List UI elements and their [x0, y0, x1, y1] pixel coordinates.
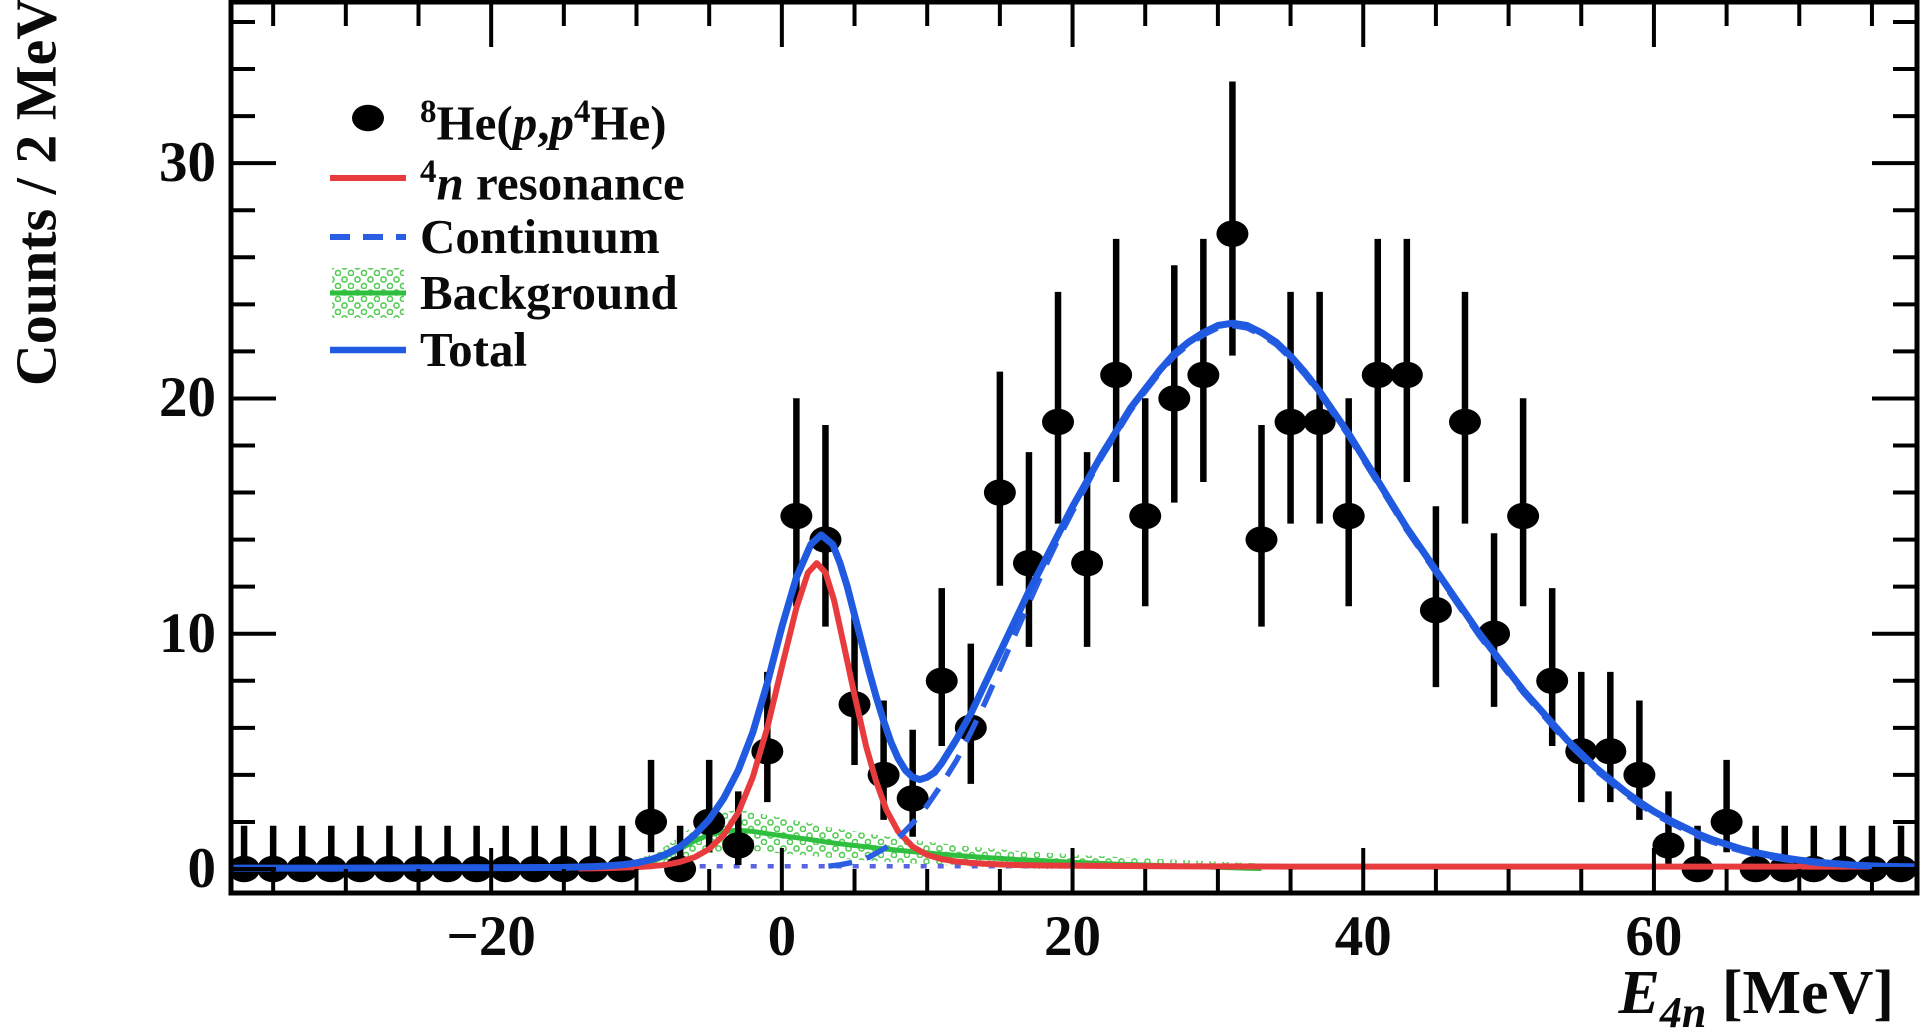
x-tick-label-60: 60 [1625, 905, 1683, 968]
data-point [1594, 738, 1627, 765]
data-point [1419, 596, 1452, 624]
y-tick-label-10: 10 [159, 601, 216, 665]
legend-label: Background [420, 265, 678, 320]
data-point [983, 479, 1016, 506]
data-point [1187, 361, 1220, 389]
legend-symbol-blue-line [328, 320, 408, 380]
x-tick-label-40: 40 [1334, 905, 1392, 968]
data-point [1536, 667, 1569, 694]
legend-item-marker: 8He(p,p4He) [300, 88, 940, 151]
data-point [780, 502, 813, 530]
legend-symbol-red-line [328, 148, 408, 208]
resonance-curve [578, 560, 1917, 872]
data-point [1303, 408, 1336, 436]
data-point [1216, 220, 1249, 247]
data-point [1507, 502, 1540, 530]
data-point [1332, 502, 1365, 530]
data-point [1158, 385, 1191, 412]
data-point [925, 667, 958, 694]
y-tick-label-0: 0 [187, 837, 217, 900]
axis-ticks [231, 2, 1917, 893]
legend-item-blue-line: Total [300, 320, 940, 380]
data-point [1652, 832, 1685, 859]
x-axis-subscript: 4n [1659, 988, 1707, 1035]
y-tick-label-20: 20 [159, 366, 216, 430]
legend-item-blue-dashed: Continuum [300, 207, 940, 267]
data-point [1245, 526, 1278, 553]
data-point [1071, 549, 1104, 577]
legend-symbol-blue-dashed [328, 207, 408, 267]
data-point [635, 808, 668, 836]
continuum-curve [828, 322, 1917, 871]
total-fit-curve [231, 319, 1917, 872]
data-point [896, 785, 929, 812]
data-point [1129, 502, 1162, 530]
data-point [1390, 361, 1423, 389]
legend-item-green-hatch: Background [300, 263, 940, 323]
x-axis-title: E4n [MeV] [1619, 958, 1894, 1035]
legend-item-red-line: 4n resonance [300, 148, 940, 211]
legend-symbol-green-hatch [328, 263, 408, 323]
legend-label: Total [420, 322, 528, 377]
data-point [1042, 408, 1075, 436]
data-point [1448, 408, 1481, 436]
data-point [1100, 361, 1133, 389]
x-tick-label--20: −20 [446, 905, 536, 968]
data-point [1274, 408, 1307, 436]
legend-label: Continuum [420, 209, 660, 264]
data-point [1710, 808, 1743, 836]
x-tick-label-0: 0 [767, 905, 797, 968]
y-tick-label-30: 30 [159, 131, 216, 195]
x-tick-label-20: 20 [1044, 905, 1102, 968]
background-band [600, 810, 1262, 869]
y-axis-title: Counts / 2 MeV [3, 0, 69, 387]
x-axis-unit: [MeV] [1706, 959, 1894, 1027]
legend-label: 4n resonance [420, 154, 685, 211]
x-axis-symbol: E [1618, 959, 1660, 1027]
legend-label: 8He(p,p4He) [420, 94, 667, 151]
data-point [1623, 761, 1656, 789]
legend-symbol-marker [328, 88, 408, 148]
data-point [722, 832, 755, 859]
data-point [1361, 361, 1394, 389]
